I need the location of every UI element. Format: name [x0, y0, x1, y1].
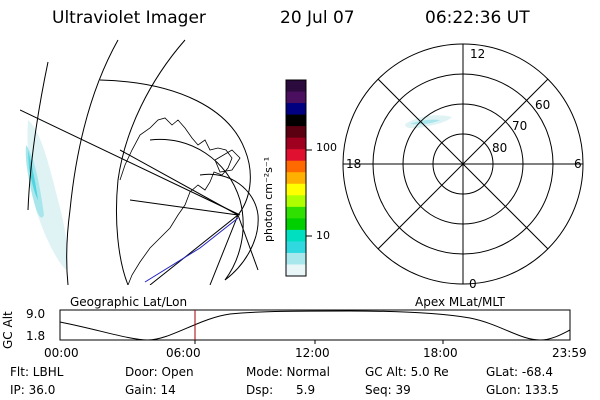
alt-tick-9: 9.0	[26, 307, 46, 321]
colorbar-stripe	[286, 149, 306, 162]
aurora-emission-left	[25, 120, 68, 270]
door-info: Door: Open	[125, 365, 194, 379]
colorbar-stripe	[286, 183, 306, 196]
instrument-title: Ultraviolet Imager	[52, 8, 206, 28]
colorbar-stripe	[286, 126, 306, 139]
mlt-label-0: 0	[469, 277, 477, 291]
colorbar-stripe	[286, 195, 306, 208]
colorbar-stripe	[286, 91, 306, 104]
alt-tick-1-8: 1.8	[26, 329, 46, 343]
apex-label: Apex MLat/MLT	[415, 295, 505, 309]
mlt-label-6: 6	[574, 157, 582, 171]
coastline	[119, 117, 233, 285]
colorbar-stripe	[286, 160, 306, 173]
gc-alt-axis-label: GC Alt	[1, 311, 15, 349]
time-tick-0000: 00:00	[44, 346, 79, 360]
time-tick-0600: 06:00	[166, 346, 201, 360]
mlt-label-12: 12	[470, 47, 486, 61]
time-label: 06:22:36 UT	[425, 8, 530, 28]
colorbar-stripe	[286, 137, 306, 150]
lat-label-70: 70	[512, 119, 528, 133]
colorbar-stripe	[286, 206, 306, 219]
dsp-info: Dsp: 5.9	[246, 383, 316, 397]
time-tick-1200: 12:00	[295, 346, 330, 360]
geographic-label: Geographic Lat/Lon	[70, 295, 188, 309]
date-label: 20 Jul 07	[280, 8, 355, 28]
glon-info: GLon: 133.5	[486, 383, 559, 397]
colorbar-stripe	[286, 103, 306, 116]
colorbar-stripe	[286, 252, 306, 265]
flt-info: Flt: LBHL	[10, 365, 64, 379]
colorbar-stripe	[286, 80, 306, 93]
colorbar-unit-label: photon cm⁻²s⁻¹	[262, 156, 275, 242]
colorbar-stripe	[286, 229, 306, 242]
colorbar-stripe	[286, 172, 306, 185]
geographic-map	[20, 39, 259, 285]
colorbar-stripe	[286, 114, 306, 127]
mode-info: Mode: Normal	[246, 365, 330, 379]
colorbar-stripe	[286, 264, 306, 277]
time-tick-1800: 18:00	[423, 346, 458, 360]
altitude-curve	[59, 310, 571, 341]
time-tick-2359: 23:59	[552, 346, 587, 360]
gc-alt-info: GC Alt: 5.0 Re	[365, 365, 449, 379]
colorbar-tick-10: 10	[316, 229, 330, 242]
gain-info: Gain: 14	[125, 383, 176, 397]
ip-info: IP: 36.0	[10, 383, 56, 397]
orbit-track	[144, 217, 239, 283]
colorbar	[285, 79, 312, 277]
lat-label-80: 80	[492, 141, 508, 155]
polar-plot	[342, 43, 584, 285]
colorbar-stripe	[286, 241, 306, 254]
colorbar-tick-100: 100	[316, 141, 337, 154]
glat-info: GLat: -68.4	[486, 365, 553, 379]
mlt-label-18: 18	[346, 157, 362, 171]
altitude-plot	[59, 309, 571, 344]
colorbar-stripe	[286, 218, 306, 231]
seq-info: Seq: 39	[365, 383, 411, 397]
lat-label-60: 60	[535, 98, 551, 112]
